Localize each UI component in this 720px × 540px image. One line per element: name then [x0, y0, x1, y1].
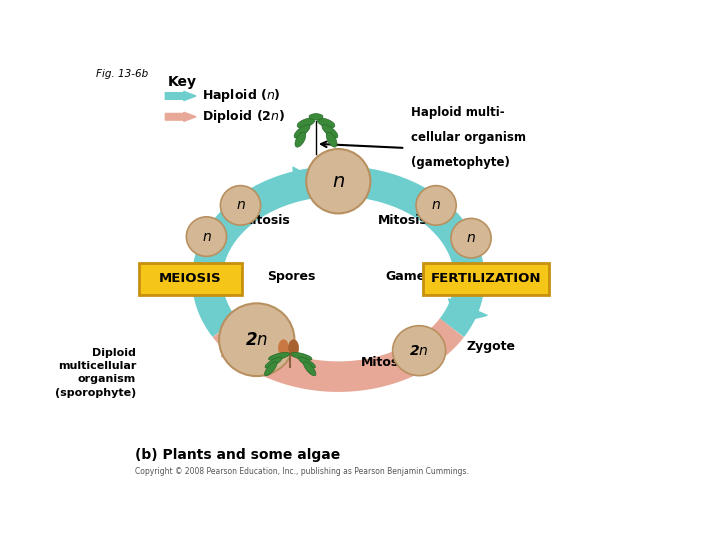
- Text: FERTILIZATION: FERTILIZATION: [431, 273, 541, 286]
- Text: Diploid
multicellular
organism
(sporophyte): Diploid multicellular organism (sporophy…: [55, 348, 136, 397]
- Ellipse shape: [304, 362, 316, 376]
- Text: Copyright © 2008 Pearson Education, Inc., publishing as Pearson Benjamin Cumming: Copyright © 2008 Pearson Education, Inc.…: [135, 467, 469, 476]
- Ellipse shape: [306, 149, 370, 213]
- Ellipse shape: [392, 326, 446, 376]
- Text: $n$: $n$: [202, 230, 212, 244]
- Text: Key: Key: [168, 75, 197, 89]
- FancyBboxPatch shape: [139, 263, 242, 295]
- Text: Haploid multi-: Haploid multi-: [411, 106, 505, 119]
- Text: Mitosis: Mitosis: [377, 214, 428, 227]
- FancyArrow shape: [449, 299, 487, 323]
- Ellipse shape: [416, 186, 456, 225]
- Text: Haploid ($n$): Haploid ($n$): [202, 87, 280, 104]
- Text: Mitosis: Mitosis: [241, 214, 291, 227]
- Ellipse shape: [309, 113, 323, 120]
- Text: Gametes: Gametes: [385, 271, 447, 284]
- Text: 2$n$: 2$n$: [246, 330, 269, 349]
- Text: $n$: $n$: [235, 198, 246, 212]
- Text: $n$: $n$: [431, 198, 441, 212]
- Text: cellular organism: cellular organism: [411, 131, 526, 144]
- FancyArrow shape: [293, 167, 320, 200]
- Text: (gametophyte): (gametophyte): [411, 156, 510, 169]
- Ellipse shape: [299, 357, 315, 368]
- Ellipse shape: [295, 132, 306, 147]
- Ellipse shape: [269, 353, 289, 360]
- Ellipse shape: [264, 362, 277, 376]
- FancyArrow shape: [166, 112, 196, 122]
- Ellipse shape: [322, 125, 338, 138]
- Ellipse shape: [326, 132, 337, 147]
- Text: 2$n$: 2$n$: [410, 343, 429, 357]
- Text: Zygote: Zygote: [467, 340, 516, 353]
- FancyArrow shape: [222, 333, 260, 357]
- Text: $n$: $n$: [332, 172, 345, 191]
- Ellipse shape: [318, 118, 335, 128]
- Ellipse shape: [294, 125, 310, 138]
- Ellipse shape: [220, 186, 261, 225]
- Ellipse shape: [291, 353, 312, 360]
- Text: Diploid (2$n$): Diploid (2$n$): [202, 109, 284, 125]
- Ellipse shape: [451, 218, 491, 258]
- Text: $n$: $n$: [466, 231, 476, 245]
- FancyBboxPatch shape: [423, 263, 549, 295]
- Text: MEIOSIS: MEIOSIS: [159, 273, 222, 286]
- Ellipse shape: [265, 357, 282, 368]
- Ellipse shape: [279, 340, 289, 356]
- Ellipse shape: [219, 303, 294, 376]
- FancyArrow shape: [166, 91, 196, 100]
- Text: Spores: Spores: [266, 271, 315, 284]
- Ellipse shape: [289, 340, 299, 356]
- Text: Fig. 13-6b: Fig. 13-6b: [96, 69, 148, 79]
- Text: Mitosis: Mitosis: [361, 356, 410, 369]
- Text: (b) Plants and some algae: (b) Plants and some algae: [135, 448, 340, 462]
- Ellipse shape: [297, 118, 315, 128]
- Ellipse shape: [186, 217, 227, 256]
